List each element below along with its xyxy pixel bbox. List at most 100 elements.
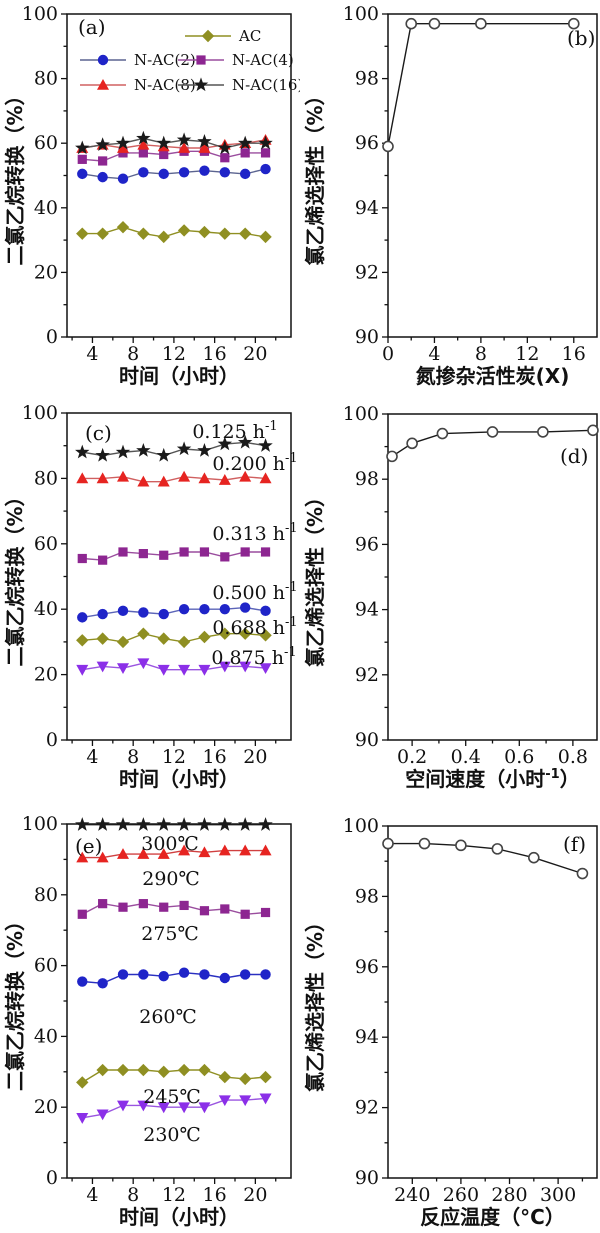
triangle-down-marker — [239, 661, 252, 673]
triangle-up-marker — [178, 844, 191, 856]
square-marker — [138, 549, 148, 559]
x-tick-label: 12 — [162, 343, 186, 365]
series-245-markers — [76, 1063, 272, 1089]
y-tick-label: 0 — [46, 729, 58, 751]
square-marker — [220, 552, 230, 562]
x-tick-label: 12 — [162, 1184, 186, 1206]
y-tick-label: 98 — [355, 885, 379, 907]
star-marker — [197, 133, 212, 148]
triangle-down-marker — [117, 663, 129, 675]
circle-marker — [97, 171, 108, 183]
annotation: 275℃ — [141, 923, 199, 945]
triangle-down-marker — [137, 1100, 150, 1112]
triangle-up-marker — [218, 844, 231, 856]
circle-marker — [199, 969, 210, 980]
star-marker — [75, 140, 90, 155]
series-0.875-h-1-line — [82, 662, 266, 671]
series-275-line — [81, 902, 266, 916]
triangle-down-marker — [137, 658, 150, 670]
diamond-marker — [218, 1070, 232, 1084]
legend-entry-ac: AC — [185, 27, 261, 45]
circle-marker — [199, 165, 210, 176]
x-tick-label: 8 — [475, 343, 487, 365]
y-axis — [382, 413, 388, 741]
circle-marker — [239, 969, 251, 980]
series-300-markers — [75, 817, 273, 831]
series-n-ac-2-line — [82, 168, 266, 180]
diamond-marker — [157, 632, 170, 645]
x-tick-label: 12 — [162, 746, 186, 768]
star-marker — [176, 441, 192, 456]
series-290-markers — [76, 844, 272, 863]
yaxis-label: 氯乙烯选择性（%） — [303, 487, 327, 667]
triangle-down-marker — [157, 664, 170, 676]
diamond-marker — [137, 627, 150, 640]
series-0.200-h-1-line — [82, 476, 266, 483]
triangle-down-marker — [117, 1100, 129, 1112]
annotation: 0.688 h-1 — [212, 615, 297, 639]
triangle-down-marker — [259, 1093, 272, 1105]
x-tick-label: 16 — [203, 343, 227, 365]
x-tick-label: 8 — [127, 746, 139, 768]
star-marker — [258, 438, 273, 452]
annotation: 0.125 h-1 — [192, 419, 277, 443]
star-marker — [176, 817, 192, 831]
x-tick-label: 4 — [86, 343, 98, 365]
circle-marker — [97, 54, 109, 66]
x-tick-label: 240 — [394, 1184, 430, 1206]
diamond-marker — [198, 225, 211, 239]
triangle-up-marker — [198, 472, 211, 484]
star-marker — [115, 817, 131, 831]
series-290-line — [82, 849, 266, 859]
yaxis-label: 氯乙烯选择性（%） — [303, 85, 327, 265]
triangle-down-marker — [178, 1102, 191, 1114]
panel-e: 4 8 12 16 20 0 20 40 60 80 100 时间（小时） 二氯乙烷转换（%） 300℃ 2… — [0, 810, 300, 1233]
x-tick-label: 4 — [86, 746, 98, 768]
series-selectivity-line — [387, 23, 574, 147]
star-marker — [115, 135, 131, 150]
series-275-markers — [77, 899, 271, 919]
yaxis-label: 二氯乙烷转换（%） — [3, 911, 27, 1091]
circle-marker — [219, 972, 231, 984]
triangle-up-marker — [117, 142, 129, 153]
triangle-up-marker — [76, 472, 89, 484]
diamond-marker — [116, 1063, 130, 1077]
square-marker — [179, 547, 189, 557]
panel-d: 0.2 0.4 0.6 0.8 90 92 94 96 98 100 空间速度（小时-1） 氯乙烯选择… — [300, 400, 600, 810]
series-n-ac-8-line — [82, 139, 266, 149]
panel-c: 4 8 12 16 20 0 20 40 60 80 100 时间（小时） 二氯乙烷转换（%） 0.125… — [0, 400, 300, 810]
x-tick-label: 260 — [443, 1184, 479, 1206]
star-marker — [156, 135, 171, 150]
series-0.500-h-1-line — [82, 606, 266, 619]
x-tick-label: 12 — [515, 343, 539, 365]
x-axis — [71, 1178, 277, 1184]
y-tick-label: 0 — [46, 326, 58, 348]
panel-a: 4 8 12 16 20 0 20 40 60 80 100 时间（小时） 二氯乙烷转换（%） AC N-A… — [0, 0, 300, 400]
y-tick-label: 94 — [355, 599, 379, 621]
square-marker — [138, 148, 148, 158]
series-0.313-h-1-line — [82, 551, 266, 561]
triangle-up-marker — [137, 475, 150, 487]
star-marker — [95, 137, 110, 151]
y-tick-label: 94 — [355, 197, 379, 219]
y-tick-label: 90 — [355, 326, 379, 348]
series-230-markers — [76, 1093, 272, 1124]
diamond-marker — [116, 220, 130, 234]
legend-entry-n-ac-16: N-AC(16) — [178, 76, 300, 94]
triangle-up-marker — [259, 844, 272, 856]
y-tick-label: 80 — [34, 68, 58, 90]
square-marker — [196, 55, 206, 65]
y-tick-label: 94 — [355, 1026, 379, 1048]
star-marker — [176, 132, 192, 147]
square-marker — [240, 909, 250, 919]
annotation: 0.313 h-1 — [212, 521, 297, 545]
panel-e-chart: 4 8 12 16 20 0 20 40 60 80 100 时间（小时） 二氯乙烷转换（%） 300℃ 2… — [3, 813, 292, 1229]
series-n-ac-16-markers — [75, 130, 273, 155]
y-tick-label: 96 — [355, 533, 379, 555]
y-axis — [61, 412, 67, 741]
open-circle-marker — [475, 17, 487, 30]
triangle-up-marker — [137, 848, 150, 859]
x-tick-label: 0.4 — [451, 746, 481, 768]
diamond-marker — [238, 1072, 252, 1086]
x-tick-label: 8 — [127, 343, 139, 365]
